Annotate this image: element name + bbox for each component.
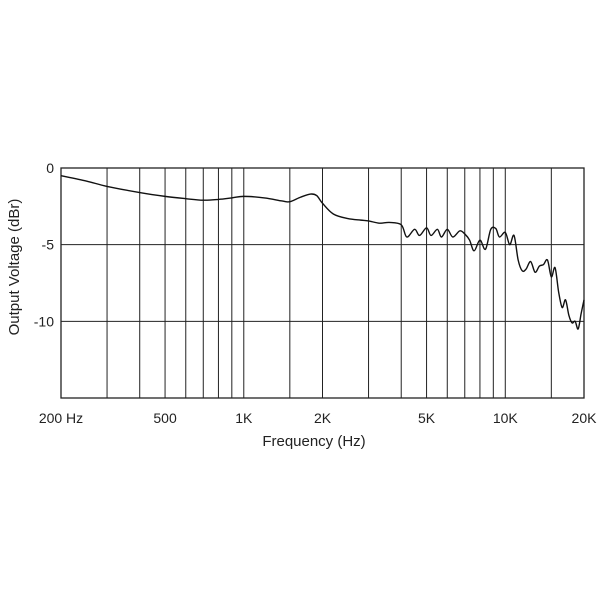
y-tick-label: 0 (46, 160, 54, 176)
x-tick-label: 10K (493, 410, 519, 426)
plot-frame (60, 167, 585, 399)
x-tick-label: 2K (314, 410, 332, 426)
y-tick-label: -5 (42, 237, 55, 253)
x-tick-label: 1K (235, 410, 253, 426)
response-curve (60, 174, 585, 330)
x-tick-labels: 200 Hz 500 1K 2K 5K 10K 20K (39, 410, 597, 426)
x-tick-label: 20K (572, 410, 598, 426)
x-tick-label: 5K (418, 410, 436, 426)
x-axis-label: Frequency (Hz) (262, 433, 365, 450)
x-tick-label: 200 Hz (39, 410, 83, 426)
y-axis-label: Output Voltage (dBr) (6, 199, 23, 336)
x-tick-label: 500 (153, 410, 177, 426)
gridlines (61, 168, 584, 398)
y-tick-label: -10 (34, 313, 54, 329)
y-tick-labels: 0 -5 -10 (34, 160, 54, 329)
